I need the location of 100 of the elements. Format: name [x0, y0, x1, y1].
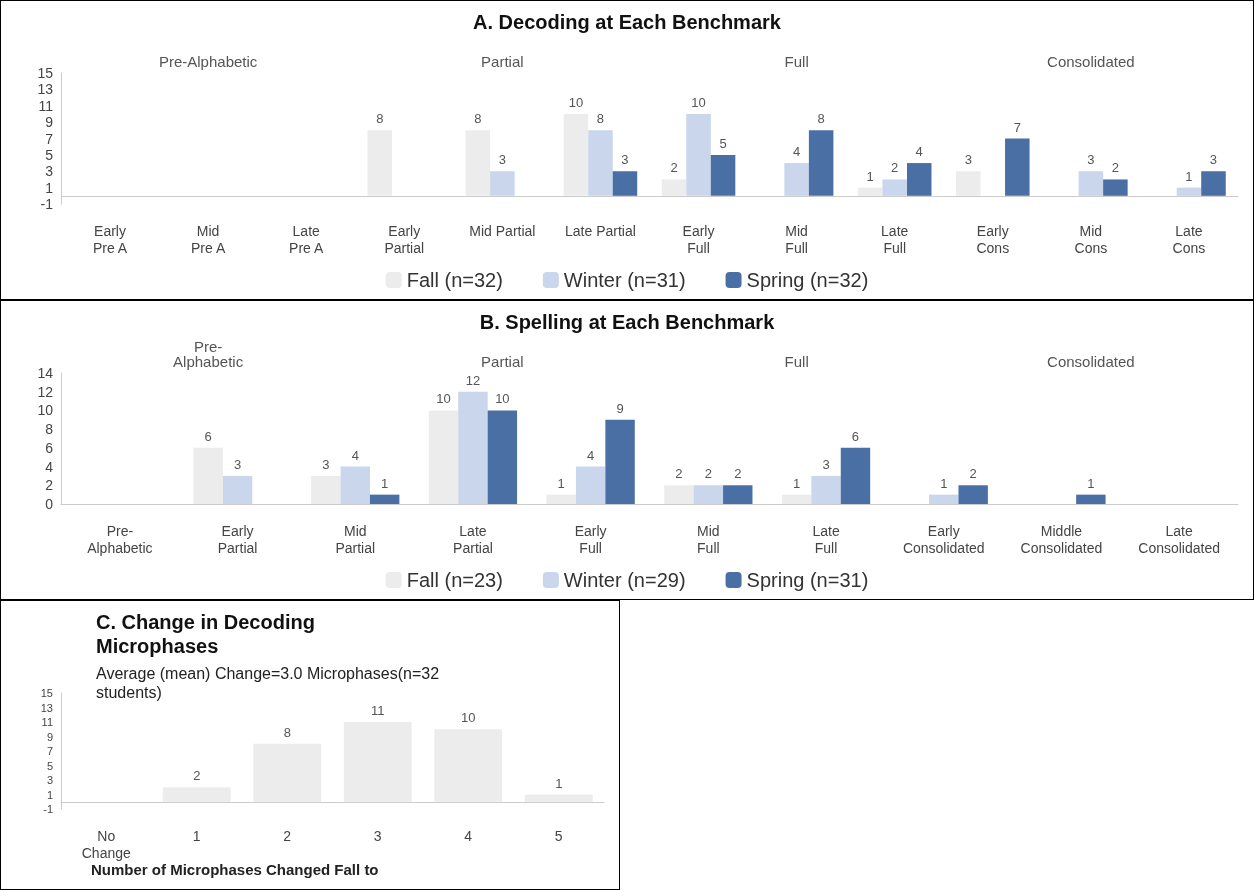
bar: [369, 494, 400, 504]
y-tick-label: 7: [45, 130, 54, 147]
text: Partial: [481, 353, 524, 370]
bar: [343, 722, 412, 802]
legend-label: Fall (n=23): [406, 569, 503, 591]
y-tick-label: 4: [45, 458, 54, 475]
data-label: 2: [193, 768, 201, 784]
x-tick-label: 2: [283, 827, 292, 844]
x-tick-label: Middle Consolidated: [1020, 522, 1103, 556]
text: Consolidated: [1047, 353, 1135, 370]
bar: [811, 475, 841, 504]
chart-subtitle: Average (mean) Change=3.0 Microphases(n=32 students): [96, 665, 440, 701]
data-label: 4: [351, 447, 359, 463]
data-label: 5: [719, 135, 727, 151]
data-label: 10: [461, 710, 476, 726]
y-tick-label: 11: [41, 716, 53, 728]
y-tick-label: 13: [37, 81, 54, 98]
bar: [781, 494, 812, 504]
x-tick-label: Early Partial: [217, 522, 258, 556]
data-label: 11: [371, 703, 385, 718]
y-tick-label: -1: [43, 803, 53, 815]
data-label: 1: [866, 168, 874, 184]
x-tick-label: Late Partial: [565, 222, 636, 239]
data-label: 2: [1111, 160, 1120, 176]
data-label: 4: [915, 144, 923, 160]
bar: [193, 447, 223, 504]
bar: [311, 475, 341, 504]
y-tick-label: 15: [37, 65, 54, 81]
bar: [253, 743, 322, 802]
y-tick-label: 13: [40, 701, 53, 714]
data-label: 2: [734, 466, 742, 482]
data-label: 6: [204, 428, 212, 444]
y-tick-label: 15: [40, 687, 53, 699]
y-tick-label: 10: [37, 402, 54, 419]
bar: [524, 794, 593, 802]
y-tick-label: 8: [45, 421, 54, 438]
x-tick-label: 5: [554, 827, 563, 844]
bar: [458, 391, 488, 504]
text: Partial: [481, 53, 524, 70]
data-label: 3: [498, 152, 506, 168]
chart-title: C. Change in Decoding Microphases: [96, 611, 315, 657]
legend-label: Winter (n=31): [563, 269, 686, 291]
bar: [693, 485, 724, 504]
y-tick-label: 3: [45, 163, 54, 180]
bar: [434, 729, 503, 802]
data-label: 8: [376, 111, 384, 127]
data-label: 10: [691, 94, 706, 110]
data-label: 2: [891, 160, 899, 176]
bar: [929, 494, 959, 504]
data-label: 1: [793, 475, 801, 491]
x-tick-label: Mid Partial: [469, 222, 536, 239]
x-tick-label: Mid Pre A: [191, 222, 226, 256]
data-label: 3: [1087, 152, 1095, 168]
x-tick-label: Early Pre A: [92, 222, 128, 256]
x-tick-label: Early Consolidated: [902, 522, 985, 556]
bar: [664, 485, 694, 504]
x-tick-label: 3: [373, 827, 382, 844]
bar: [686, 113, 711, 196]
bar: [465, 130, 491, 196]
y-tick-label: 5: [45, 146, 54, 163]
y-tick-label: 11: [38, 97, 54, 114]
bar: [1103, 179, 1128, 196]
bar: [710, 154, 736, 196]
bar: [367, 130, 393, 196]
bar: [784, 163, 809, 196]
bar: [575, 466, 606, 504]
bar: [723, 485, 753, 504]
data-label: 2: [670, 160, 678, 176]
legend-label: Fall (n=32): [406, 269, 503, 291]
x-tick-label: Late Pre A: [289, 222, 324, 256]
bar: [340, 466, 370, 504]
data-label: 3: [322, 456, 330, 472]
bar: [958, 485, 988, 504]
bar: [882, 179, 907, 196]
data-label: 3: [1209, 152, 1218, 168]
bar: [428, 410, 459, 504]
data-label: 8: [596, 111, 605, 127]
y-tick-label: 5: [46, 759, 53, 772]
bar: [1005, 138, 1030, 196]
data-label: 3: [822, 456, 830, 472]
x-tick-label: Early Partial: [384, 222, 425, 256]
x-tick-label: Early Full: [574, 522, 607, 556]
x-axis-title: Number of Microphases Changed Fall to: [91, 860, 379, 878]
bar: [563, 113, 589, 196]
data-label: 1: [555, 775, 563, 791]
bar: [612, 171, 638, 196]
data-label: 3: [233, 456, 242, 472]
y-tick-label: 0: [45, 496, 54, 512]
bar: [546, 494, 576, 504]
bar: [1201, 171, 1226, 196]
data-label: 1: [940, 475, 948, 491]
x-tick-label: 1: [192, 827, 201, 844]
data-label: 10: [436, 391, 451, 407]
text: Pre- Alphabetic: [173, 338, 244, 370]
x-tick-label: Late Partial: [453, 522, 493, 556]
data-label: 1: [1087, 475, 1095, 491]
x-tick-label: Early Full: [682, 222, 715, 256]
data-label: 2: [675, 466, 683, 482]
bar: [906, 163, 932, 196]
bar: [661, 179, 687, 196]
